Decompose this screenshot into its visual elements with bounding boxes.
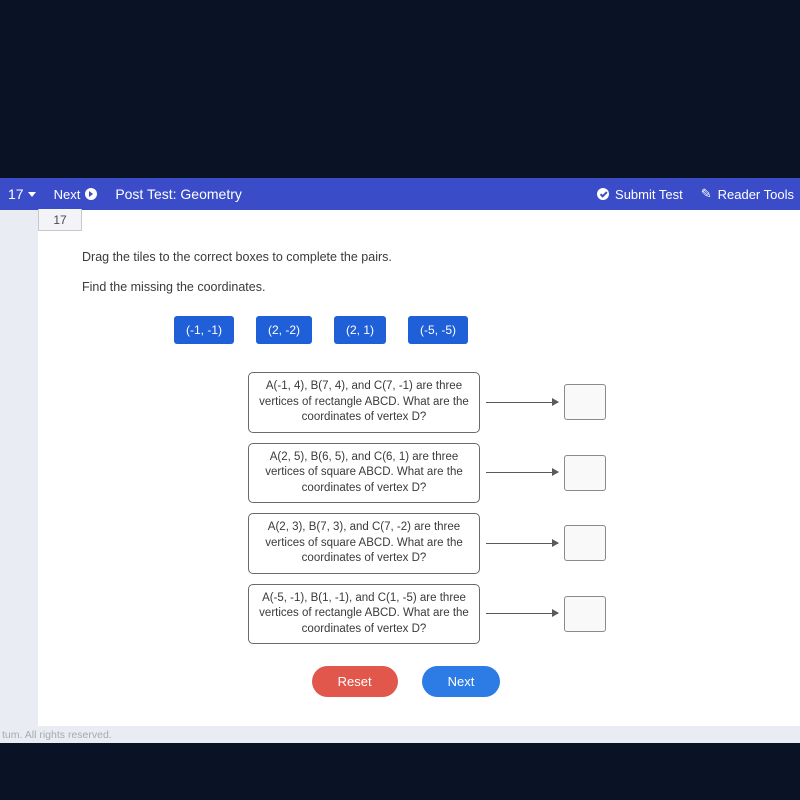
submit-test-button[interactable]: Submit Test	[597, 187, 683, 202]
drop-target[interactable]	[564, 525, 606, 561]
pairs-area: A(-1, 4), B(7, 4), and C(7, -1) are thre…	[248, 372, 770, 644]
footer-text: tum. All rights reserved.	[2, 729, 112, 741]
topbar-right: Submit Test ✎ Reader Tools	[597, 186, 794, 202]
tools-label: Reader Tools	[718, 187, 794, 202]
answer-tile[interactable]: (-1, -1)	[174, 316, 234, 344]
button-row: Reset Next	[42, 666, 770, 697]
pair-row: A(-1, 4), B(7, 4), and C(7, -1) are thre…	[248, 372, 770, 433]
question-page: 17 Drag the tiles to the correct boxes t…	[38, 210, 800, 726]
problem-box: A(-5, -1), B(1, -1), and C(1, -5) are th…	[248, 584, 480, 645]
next-label: Next	[54, 187, 81, 202]
pair-row: A(2, 3), B(7, 3), and C(7, -2) are three…	[248, 513, 770, 574]
topbar-left: 17 Next Post Test: Geometry	[0, 186, 242, 202]
problem-box: A(2, 5), B(6, 5), and C(6, 1) are three …	[248, 443, 480, 504]
submit-label: Submit Test	[615, 187, 683, 202]
chevron-down-icon	[28, 192, 36, 197]
answer-tile[interactable]: (2, 1)	[334, 316, 386, 344]
problem-box: A(-1, 4), B(7, 4), and C(7, -1) are thre…	[248, 372, 480, 433]
drop-target[interactable]	[564, 596, 606, 632]
pair-row: A(2, 5), B(6, 5), and C(6, 1) are three …	[248, 443, 770, 504]
reader-tools-button[interactable]: ✎ Reader Tools	[701, 186, 794, 202]
reset-button[interactable]: Reset	[312, 666, 398, 697]
next-top-button[interactable]: Next	[54, 187, 98, 202]
content-area: Drag the tiles to the correct boxes to c…	[38, 210, 800, 697]
question-tab[interactable]: 17	[38, 209, 82, 231]
answer-tile[interactable]: (-5, -5)	[408, 316, 468, 344]
check-icon	[597, 188, 609, 200]
tools-icon: ✎	[701, 186, 712, 202]
pair-row: A(-5, -1), B(1, -1), and C(1, -5) are th…	[248, 584, 770, 645]
test-title: Post Test: Geometry	[115, 186, 242, 202]
tiles-row: (-1, -1) (2, -2) (2, 1) (-5, -5)	[174, 316, 770, 344]
answer-tile[interactable]: (2, -2)	[256, 316, 312, 344]
arrow-icon	[486, 613, 558, 614]
next-button[interactable]: Next	[422, 666, 501, 697]
question-number: 17	[8, 186, 24, 202]
arrow-icon	[486, 472, 558, 473]
drop-target[interactable]	[564, 384, 606, 420]
arrow-icon	[486, 543, 558, 544]
subinstruction-text: Find the missing the coordinates.	[82, 280, 770, 294]
arrow-icon	[486, 402, 558, 403]
drop-target[interactable]	[564, 455, 606, 491]
instruction-text: Drag the tiles to the correct boxes to c…	[82, 250, 770, 264]
topbar: 17 Next Post Test: Geometry Submit Test …	[0, 178, 800, 210]
app-window: 17 Next Post Test: Geometry Submit Test …	[0, 178, 800, 743]
arrow-right-icon	[85, 188, 97, 200]
question-dropdown[interactable]: 17	[8, 186, 36, 202]
problem-box: A(2, 3), B(7, 3), and C(7, -2) are three…	[248, 513, 480, 574]
